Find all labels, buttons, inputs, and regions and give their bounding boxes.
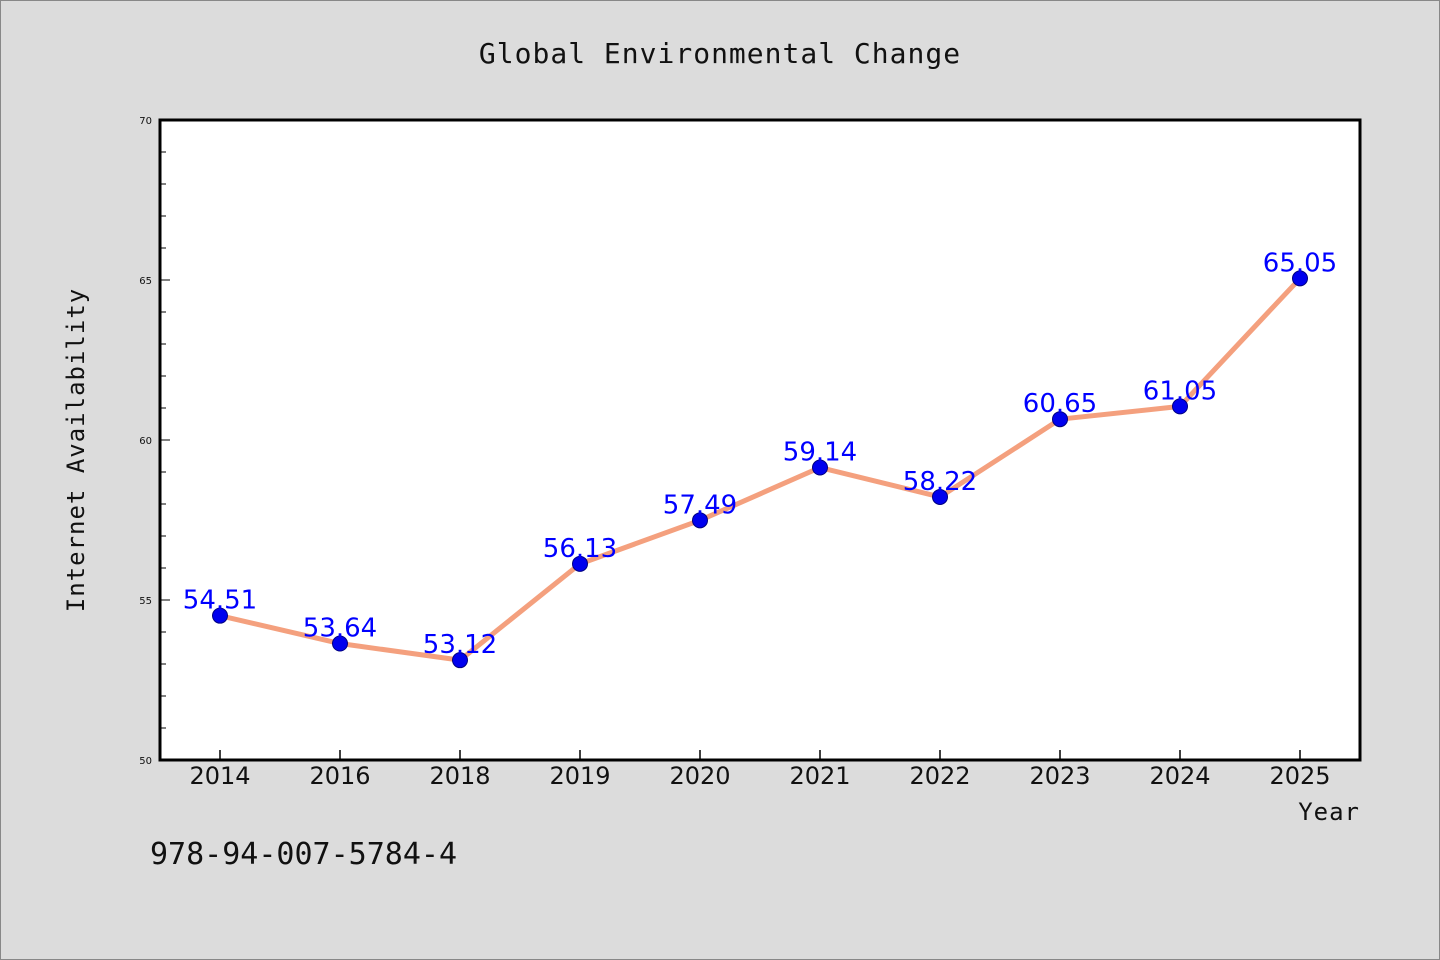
data-point <box>1172 398 1188 415</box>
x-axis-tick-labels: 2014 2016 2018 2019 2020 2021 2022 2023 2024 2025 <box>189 762 1330 790</box>
x-tick-label: 2021 <box>789 762 850 790</box>
data-point <box>1052 411 1068 428</box>
x-tick-label: 2018 <box>429 762 490 790</box>
data-label: 58.22 <box>903 467 977 497</box>
y-tick-label: 55 <box>139 596 152 607</box>
data-label: 54.51 <box>183 586 257 616</box>
data-point <box>692 512 708 529</box>
data-label: 53.64 <box>303 614 377 644</box>
x-tick-label: 2022 <box>909 762 970 790</box>
y-axis-tick-labels: 50 55 60 65 70 <box>139 116 152 767</box>
data-point <box>932 488 948 505</box>
y-tick-label: 50 <box>139 756 152 767</box>
x-axis-ticks <box>219 750 1301 760</box>
data-point <box>452 652 468 669</box>
data-label: 61.05 <box>1143 376 1217 406</box>
series-line <box>217 275 1303 663</box>
data-point <box>212 607 228 624</box>
series-line-group <box>217 275 1303 663</box>
data-point <box>812 459 828 476</box>
data-labels: 54.51 53.64 53.12 56.13 57.49 59.14 58.22 60.65… <box>183 248 1337 660</box>
data-label: 53.12 <box>423 630 497 660</box>
chart-title: Global Environmental Change <box>479 37 961 70</box>
data-label: 59.14 <box>783 438 857 468</box>
x-tick-label: 2023 <box>1029 762 1090 790</box>
y-tick-label: 70 <box>139 116 152 127</box>
plot-area <box>158 118 1362 762</box>
data-label: 57.49 <box>663 490 737 520</box>
data-point <box>1292 270 1308 287</box>
data-point <box>572 555 588 572</box>
x-tick-label: 2019 <box>549 762 610 790</box>
y-axis-label: Internet Availability <box>62 288 90 612</box>
x-tick-label: 2020 <box>669 762 730 790</box>
footer-code: 978-94-007-5784-4 <box>150 837 457 872</box>
x-tick-label: 2025 <box>1269 762 1330 790</box>
y-tick-label: 65 <box>139 276 152 287</box>
data-label: 65.05 <box>1263 248 1337 278</box>
data-label: 60.65 <box>1023 389 1097 419</box>
x-tick-label: 2016 <box>309 762 370 790</box>
y-tick-label: 60 <box>139 436 152 447</box>
data-point <box>332 635 348 652</box>
x-axis-label: Year <box>1298 798 1360 826</box>
x-tick-label: 2014 <box>189 762 250 790</box>
data-markers <box>212 270 1308 669</box>
data-label: 56.13 <box>543 534 617 564</box>
y-axis-ticks <box>160 119 170 761</box>
x-tick-label: 2024 <box>1149 762 1210 790</box>
